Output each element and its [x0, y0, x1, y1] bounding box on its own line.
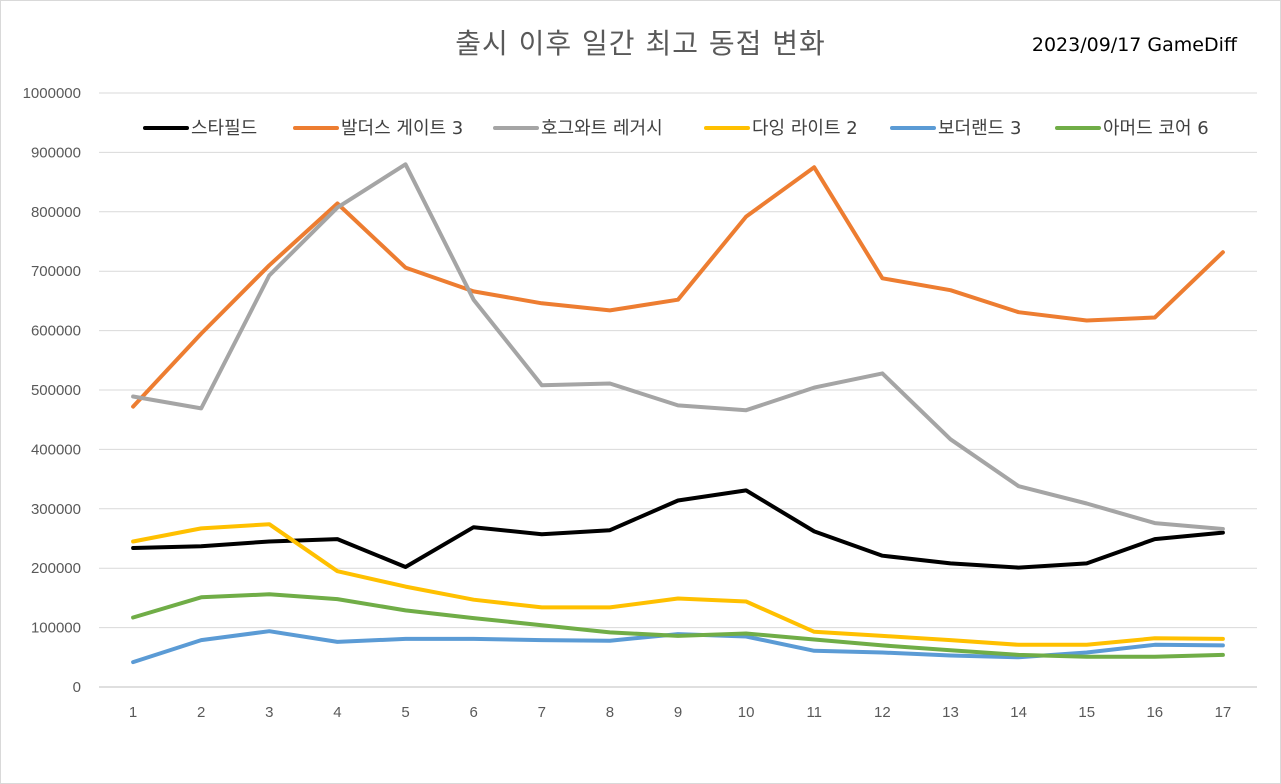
series-line-2: [131, 165, 1225, 409]
x-tick-label: 11: [806, 704, 822, 721]
y-tick-label: 700000: [31, 263, 81, 280]
legend-label: 호그와트 레거시: [541, 118, 663, 139]
legend-label: 보더랜드 3: [938, 118, 1021, 139]
x-tick-label: 1: [129, 704, 137, 721]
x-tick-label: 4: [333, 704, 341, 721]
series-lines: [131, 162, 1225, 665]
chart-annotation: 2023/09/17 GameDiff: [1031, 34, 1237, 56]
y-axis-ticks: 0 100000 200000 300000 400000 500000 600000 700…: [23, 85, 81, 696]
x-tick-label: 16: [1146, 704, 1163, 721]
series-line-4: [131, 522, 1225, 647]
legend-label: 발더스 게이트 3: [341, 118, 463, 139]
x-tick-label: 15: [1078, 704, 1095, 721]
legend-label: 스타필드: [191, 118, 257, 139]
y-tick-label: 200000: [31, 560, 81, 577]
x-tick-label: 2: [197, 704, 205, 721]
chart-title: 출시 이후 일간 최고 동접 변화: [455, 27, 826, 60]
x-tick-label: 7: [538, 704, 546, 721]
y-tick-label: 600000: [31, 323, 81, 340]
x-tick-label: 8: [606, 704, 614, 721]
series-line-3: [131, 162, 1225, 531]
legend-label: 아머드 코어 6: [1103, 118, 1209, 139]
x-tick-label: 5: [401, 704, 409, 721]
x-tick-label: 10: [738, 704, 755, 721]
gridlines: [99, 92, 1257, 688]
series-line-1: [131, 488, 1225, 570]
x-tick-label: 9: [674, 704, 682, 721]
series-line-6: [131, 592, 1225, 659]
x-tick-label: 6: [469, 704, 477, 721]
x-tick-label: 3: [265, 704, 273, 721]
y-tick-label: 500000: [31, 382, 81, 399]
y-tick-label: 1000000: [23, 85, 81, 102]
x-tick-label: 17: [1215, 704, 1232, 721]
y-tick-label: 400000: [31, 441, 81, 458]
legend: 스타필드 발더스 게이트 3 호그와트 레거시 다잉 라이트 2 보더랜드 3 아머드 코…: [143, 118, 1209, 139]
x-axis-ticks: 1 2 3 4 5 6 7 8 9 10 11 12 13 14 15 16 17: [129, 704, 1231, 721]
legend-label: 다잉 라이트 2: [752, 118, 858, 139]
y-tick-label: 900000: [31, 144, 81, 161]
y-tick-label: 300000: [31, 501, 81, 518]
x-tick-label: 14: [1010, 704, 1027, 721]
x-tick-label: 12: [874, 704, 891, 721]
y-tick-label: 100000: [31, 620, 81, 637]
y-tick-label: 0: [73, 679, 81, 696]
x-tick-label: 13: [942, 704, 959, 721]
y-tick-label: 800000: [31, 204, 81, 221]
